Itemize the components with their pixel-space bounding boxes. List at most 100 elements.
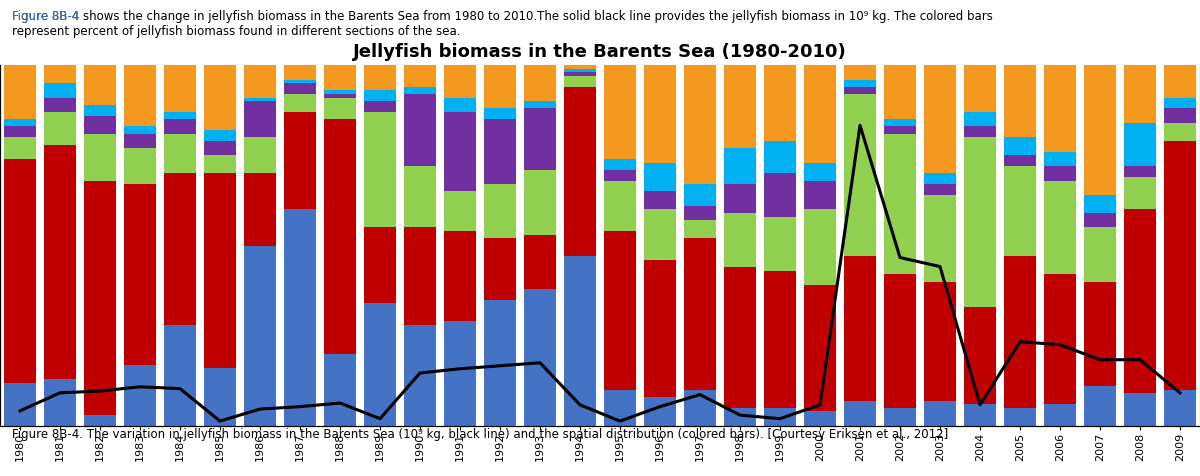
Bar xyxy=(245,246,276,426)
Bar xyxy=(1044,180,1075,274)
Bar xyxy=(164,173,196,325)
Text: Figure 8B-4 shows the change in jellyfish biomass in the Barents Sea from 1980 t: Figure 8B-4 shows the change in jellyfis… xyxy=(12,10,992,38)
Bar xyxy=(684,390,715,426)
Bar xyxy=(44,379,76,426)
Bar xyxy=(564,87,595,257)
Bar xyxy=(204,173,235,368)
Bar xyxy=(1004,166,1036,257)
Bar xyxy=(965,127,996,137)
Bar xyxy=(725,65,756,148)
Bar xyxy=(125,134,156,148)
Bar xyxy=(1044,274,1075,404)
Bar xyxy=(404,325,436,426)
Bar xyxy=(324,94,355,98)
Bar xyxy=(164,65,196,112)
Bar xyxy=(365,65,396,90)
Bar xyxy=(444,65,475,98)
Bar xyxy=(1164,123,1195,141)
Bar xyxy=(845,87,876,94)
Bar xyxy=(764,271,796,408)
Bar xyxy=(125,148,156,184)
Bar xyxy=(444,191,475,231)
Bar xyxy=(5,127,36,137)
Bar xyxy=(1164,65,1195,98)
Bar xyxy=(924,282,955,401)
Bar xyxy=(965,137,996,307)
Bar xyxy=(1085,65,1116,195)
Bar xyxy=(684,65,715,184)
Bar xyxy=(125,365,156,426)
Bar xyxy=(725,213,756,267)
Bar xyxy=(84,134,115,180)
Bar xyxy=(44,65,76,83)
Title: Jellyfish biomass in the Barents Sea (1980-2010): Jellyfish biomass in the Barents Sea (19… xyxy=(353,43,847,61)
Bar xyxy=(524,170,556,235)
Bar xyxy=(1085,228,1116,282)
Bar xyxy=(485,299,516,426)
Bar xyxy=(444,321,475,426)
Bar xyxy=(644,397,676,426)
Bar xyxy=(204,141,235,155)
Bar xyxy=(684,238,715,390)
Bar xyxy=(605,170,636,180)
Bar xyxy=(485,65,516,109)
Bar xyxy=(524,289,556,426)
Bar xyxy=(524,235,556,289)
Bar xyxy=(324,119,355,354)
Bar xyxy=(605,180,636,231)
Bar xyxy=(284,83,316,94)
Bar xyxy=(524,65,556,101)
Bar xyxy=(884,119,916,127)
Bar xyxy=(365,303,396,426)
Bar xyxy=(884,274,916,408)
Bar xyxy=(245,101,276,137)
Bar xyxy=(444,231,475,321)
Bar xyxy=(44,98,76,112)
Bar xyxy=(84,65,115,105)
Bar xyxy=(1044,152,1075,166)
Bar xyxy=(1004,408,1036,426)
Bar xyxy=(605,65,636,159)
Bar xyxy=(1164,109,1195,123)
Bar xyxy=(324,354,355,426)
Bar xyxy=(5,65,36,119)
Bar xyxy=(84,105,115,116)
Bar xyxy=(725,184,756,213)
Bar xyxy=(485,184,516,238)
Bar xyxy=(444,98,475,112)
Bar xyxy=(924,195,955,282)
Bar xyxy=(5,119,36,127)
Bar xyxy=(804,209,835,285)
Text: Figure 8B-4: Figure 8B-4 xyxy=(12,10,79,23)
Text: Figure 8B-4. The variation in jellyfish biomass in the Barents Sea (10⁹ kg, blac: Figure 8B-4. The variation in jellyfish … xyxy=(12,428,948,441)
Bar xyxy=(845,401,876,426)
Bar xyxy=(764,217,796,271)
Bar xyxy=(564,76,595,87)
Bar xyxy=(564,257,595,426)
Bar xyxy=(605,159,636,170)
Bar xyxy=(1124,123,1156,166)
Bar xyxy=(924,65,955,173)
Bar xyxy=(5,137,36,159)
Bar xyxy=(1164,141,1195,390)
Bar xyxy=(404,166,436,228)
Bar xyxy=(804,65,835,162)
Bar xyxy=(164,112,196,119)
Bar xyxy=(404,65,436,87)
Bar xyxy=(845,94,876,257)
Bar xyxy=(644,209,676,260)
Bar xyxy=(365,90,396,101)
Bar xyxy=(5,159,36,383)
Bar xyxy=(204,130,235,141)
Bar xyxy=(1085,282,1116,386)
Bar xyxy=(324,90,355,94)
Bar xyxy=(44,145,76,379)
Bar xyxy=(485,109,516,119)
Bar xyxy=(1164,98,1195,109)
Bar xyxy=(605,390,636,426)
Bar xyxy=(845,257,876,401)
Bar xyxy=(644,191,676,209)
Bar xyxy=(965,307,996,404)
Bar xyxy=(924,184,955,195)
Bar xyxy=(965,404,996,426)
